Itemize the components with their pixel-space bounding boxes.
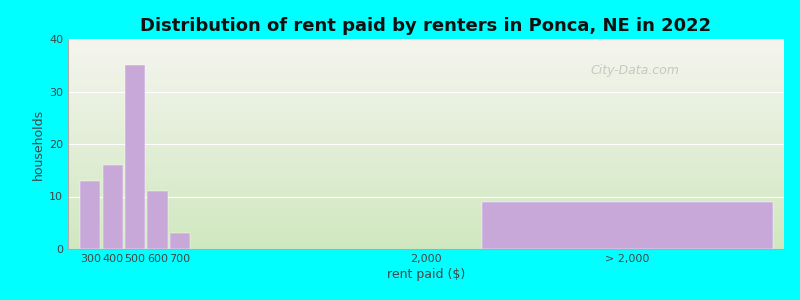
Y-axis label: households: households	[32, 108, 45, 180]
Bar	[147, 191, 167, 249]
Title: Distribution of rent paid by renters in Ponca, NE in 2022: Distribution of rent paid by renters in …	[141, 17, 711, 35]
Bar	[482, 202, 773, 249]
Bar	[102, 165, 123, 249]
Bar	[125, 65, 145, 249]
X-axis label: rent paid ($): rent paid ($)	[387, 268, 465, 281]
Bar	[170, 233, 190, 249]
Text: City-Data.com: City-Data.com	[590, 64, 679, 77]
Bar	[80, 181, 101, 249]
